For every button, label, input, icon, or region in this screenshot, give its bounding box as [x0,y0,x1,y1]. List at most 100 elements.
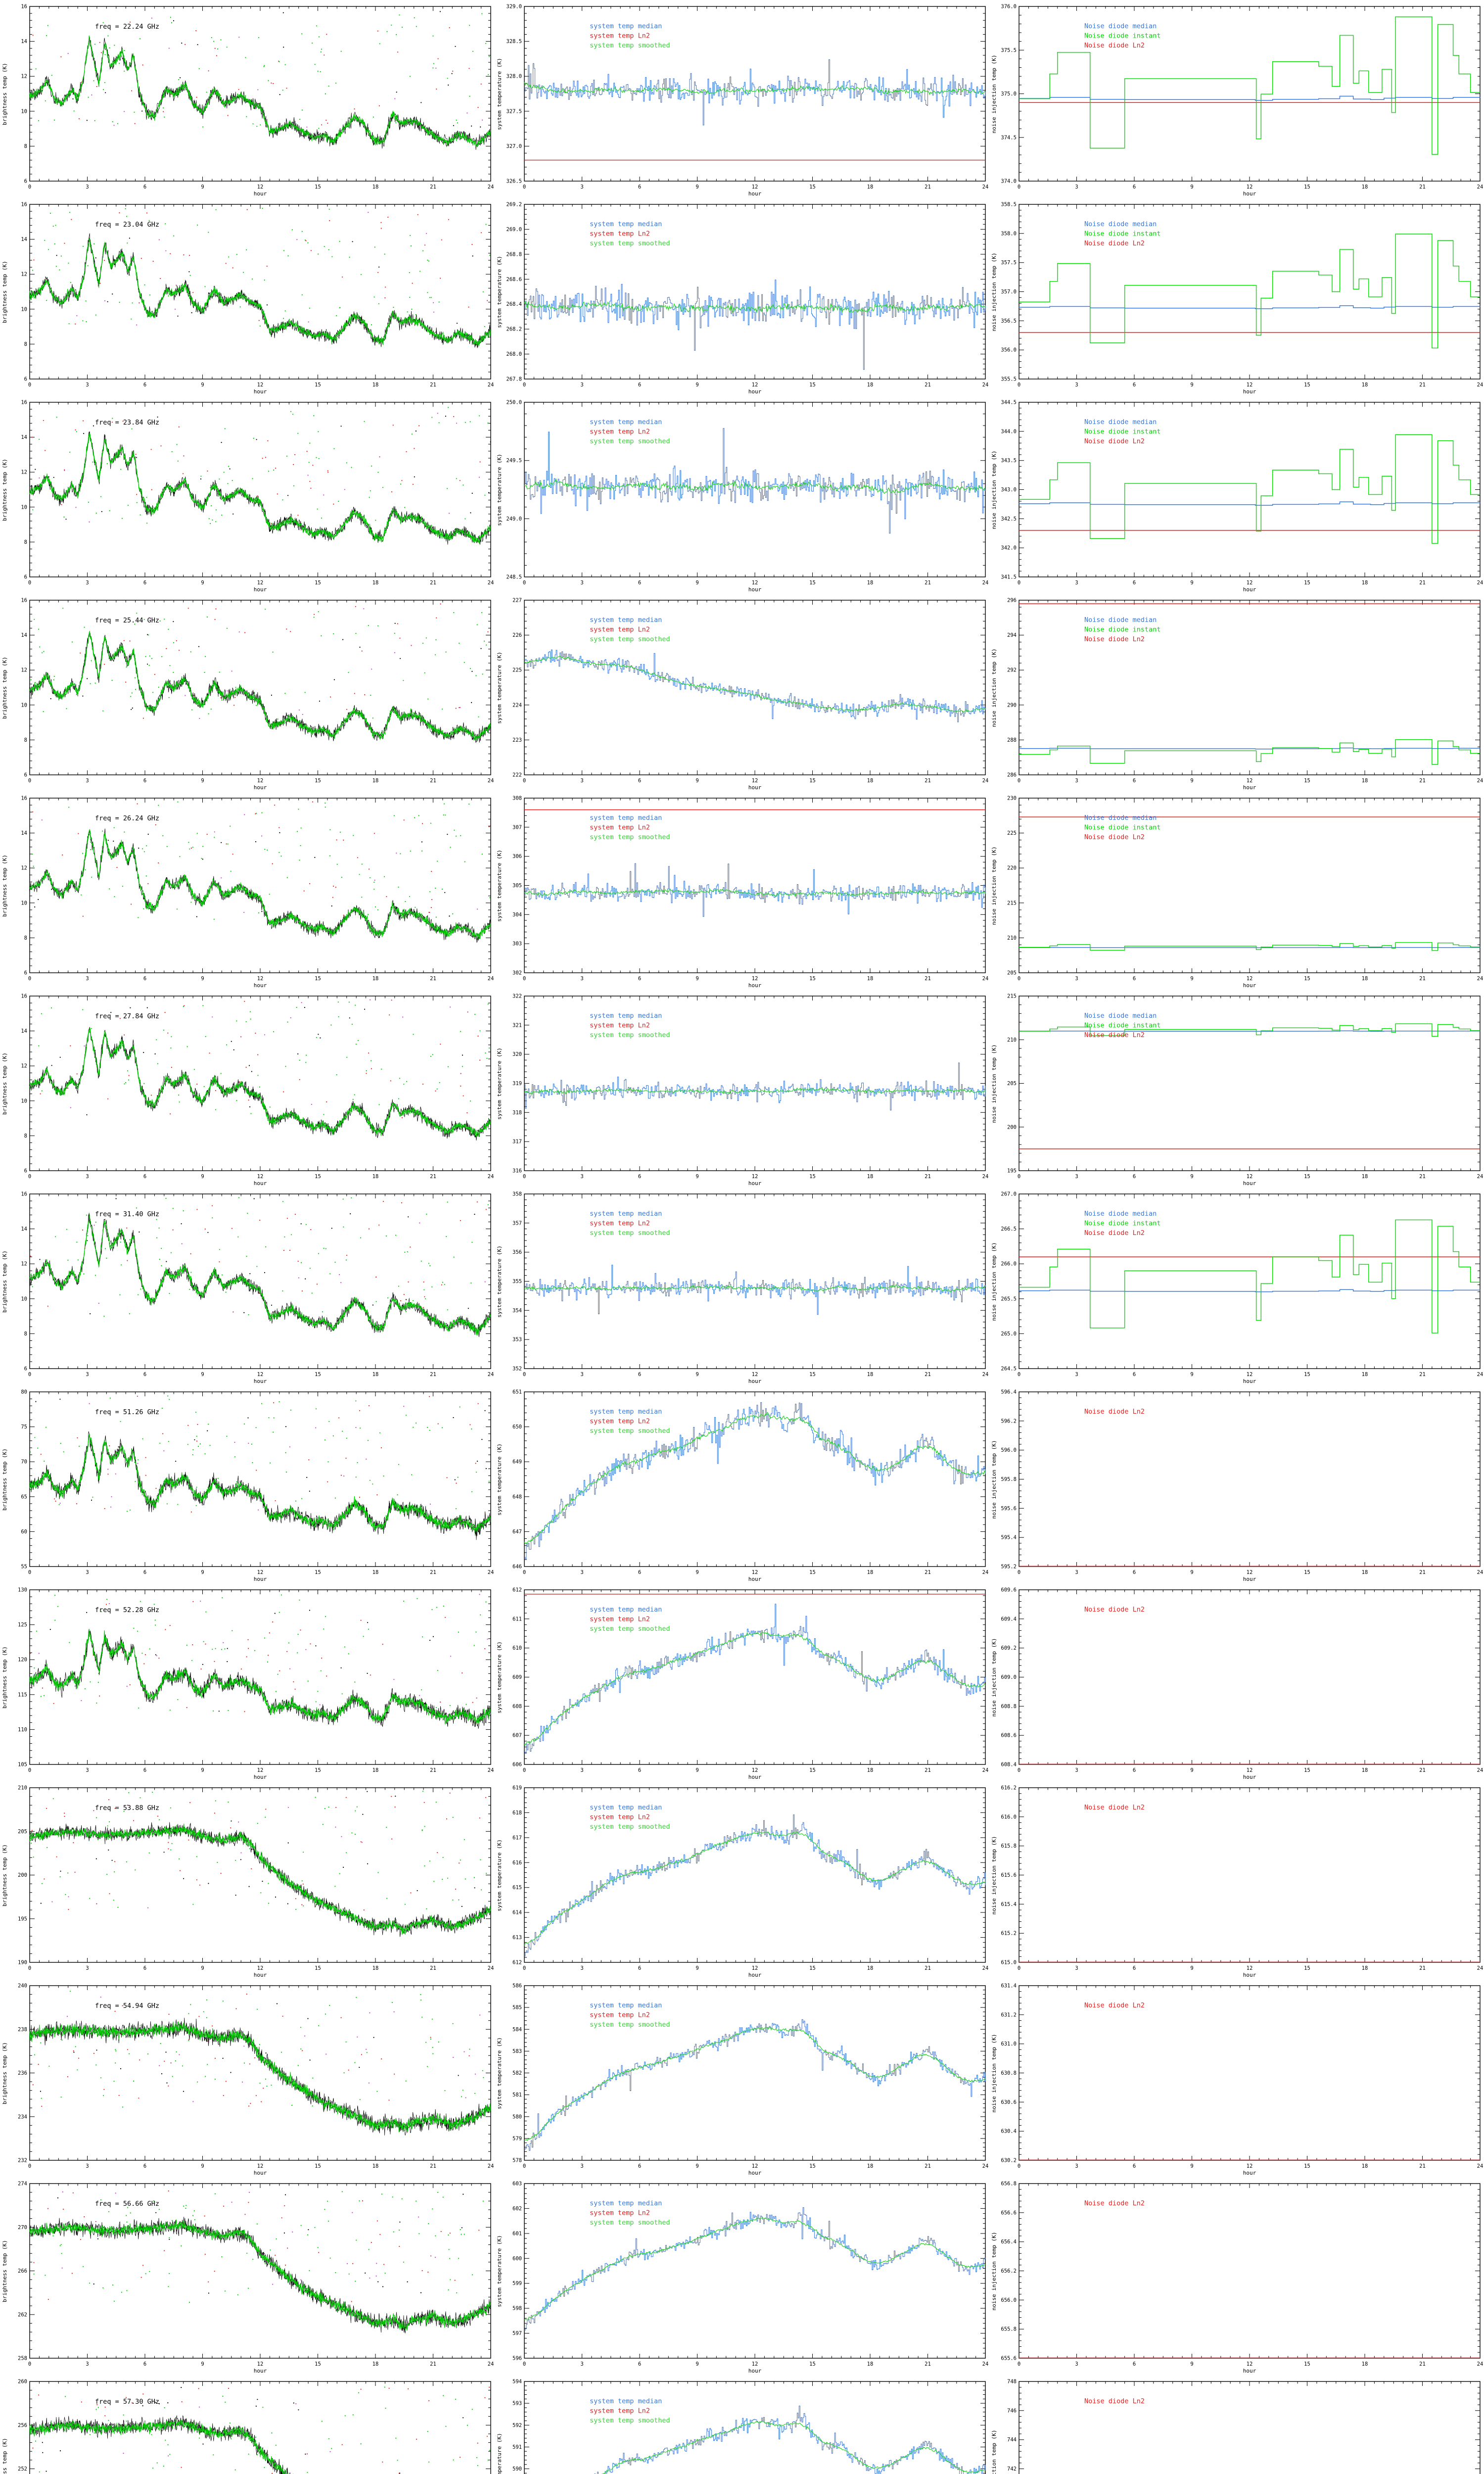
x-tick-label: 21 [1419,2361,1426,2367]
x-tick-label: 15 [1304,184,1310,190]
x-tick-label: 15 [1304,580,1310,586]
brightness-temp-panel-svg: 03691215182124244248252256260hourbrightn… [0,2375,495,2474]
x-tick-label: 6 [638,1767,641,1773]
y-tick-label: 597 [512,2331,522,2336]
x-tick-label: 18 [372,1965,379,1971]
noise-diode-panel-svg: 0 3 6 9 12 15 18 21 24 630.2 630.4 630.6 630.8 631.0 6… [989,1979,1484,2177]
y-tick-label: 296 [1007,598,1017,604]
brightness-temp-panel: 0 3 6 9 12 15 18 21 24 6 8 10 12 14 16 hour brightness t… [0,792,495,990]
y-tick-label: 317 [512,1139,522,1145]
x-tick-label: 9 [696,184,698,190]
freq-label: freq = 25.44 GHz [95,617,159,624]
y-tick-label: 268.8 [506,251,522,257]
y-tick-label: 646 [512,1564,522,1570]
x-tick-label: 0 [523,1372,526,1378]
x-tick-label: 0 [1018,580,1020,586]
y-tick-label: 608 [512,1704,522,1710]
x-tick-label: 3 [86,382,89,388]
y-tick-label: 12 [21,470,27,476]
y-tick-label: 609.2 [1001,1645,1017,1651]
x-tick-label: 9 [696,1965,698,1971]
x-tick-label: 15 [315,184,321,190]
y-tick-label: 619 [512,1785,522,1791]
brightness-temp-panel: 0 3 6 9 12 15 18 21 24 6 8 10 12 14 16 hour brightness t… [0,990,495,1188]
x-tick-label: 18 [372,1174,379,1180]
x-tick-label: 12 [1247,382,1253,388]
y-tick-label: 12 [21,272,27,278]
legend-entry: Noise diode median [1084,418,1157,426]
x-tick-label: 0 [28,778,31,784]
y-axis-label: noise injection temp (K) [991,2034,997,2113]
y-tick-label: 265.0 [1001,1331,1017,1337]
x-tick-label: 12 [752,778,758,784]
x-tick-label: 18 [867,1767,874,1773]
x-tick-label: 0 [1018,976,1020,982]
y-tick-label: 608.6 [1001,1733,1017,1739]
y-tick-label: 10 [21,900,27,906]
x-tick-label: 24 [982,184,989,190]
legend-entry: Noise diode median [1084,22,1157,30]
x-tick-label: 21 [1419,1372,1426,1378]
y-tick-label: 375.0 [1001,91,1017,97]
x-tick-label: 6 [638,1174,641,1180]
noise-diode-panel: 0 3 6 9 12 15 18 21 24 615.0 615.2 615.4 615.6 615.8 6… [989,1781,1484,1979]
noise-diode-panel: 0 3 6 9 12 15 18 21 24 608.4 608.6 608.8 609.0 609.2 6… [989,1583,1484,1781]
y-tick-label: 304 [512,912,522,918]
x-tick-label: 15 [1304,1570,1310,1575]
x-tick-label: 3 [86,2163,89,2169]
x-tick-label: 15 [809,382,816,388]
y-tick-label: 582 [512,2070,522,2076]
brightness-temp-panel: 0 3 6 9 12 15 18 21 24 6 8 10 12 14 16 hour brightness t… [0,198,495,396]
x-tick-label: 12 [1247,1372,1253,1378]
x-tick-label: 24 [488,2163,494,2169]
noise-diode-panel: 0 3 6 9 12 15 18 21 24 195 200 205 210 215 hour noise i… [989,990,1484,1188]
x-tick-label: 18 [867,2361,874,2367]
system-temp-panel: 0 3 6 9 12 15 18 21 24 578 579 580 581 582 583 584 585 58… [495,1979,989,2177]
y-tick-label: 584 [512,2027,522,2033]
x-tick-label: 21 [925,580,931,586]
x-tick-label: 9 [1190,1372,1193,1378]
y-tick-label: 615.2 [1001,1931,1017,1937]
y-axis-label: noise injection temp (K) [991,55,997,134]
brightness-trace-green [29,828,491,939]
x-tick-label: 9 [696,1372,698,1378]
x-tick-label: 12 [257,1767,264,1773]
x-tick-label: 9 [1190,2163,1193,2169]
y-tick-label: 595.6 [1001,1506,1017,1512]
freq-label: freq = 31.40 GHz [95,1210,159,1218]
y-tick-label: 250.0 [506,400,522,406]
x-tick-label: 9 [201,1965,204,1971]
x-tick-label: 12 [257,778,264,784]
brightness-temp-panel-svg: 0 3 6 9 12 15 18 21 24 6 8 10 12 14 16 hour brightness t… [0,1188,495,1385]
legend-entry: Noise diode instant [1084,230,1160,238]
y-axis-label: system temperature (K) [496,2433,503,2474]
x-tick-label: 12 [752,1372,758,1378]
y-tick-label: 630.2 [1001,2158,1017,2164]
x-tick-label: 24 [488,2361,494,2367]
y-tick-label: 655.8 [1001,2327,1017,2332]
y-tick-label: 265.5 [1001,1296,1017,1302]
x-tick-label: 18 [372,184,379,190]
freq-label: freq = 23.84 GHz [95,419,159,427]
legend-entry: system temp Ln2 [590,626,650,634]
x-tick-label: 9 [1190,1174,1193,1180]
y-tick-label: 608.4 [1001,1762,1017,1768]
x-axis-label: hour [748,2368,762,2374]
y-tick-label: 599 [512,2281,522,2286]
y-axis-label: system temperature (K) [496,2037,503,2109]
legend-entry: Noise diode Ln2 [1084,2001,1145,2009]
y-axis-label: brightness temp (K) [1,1844,8,1906]
y-tick-label: 10 [21,306,27,312]
x-tick-label: 18 [1362,2163,1368,2169]
x-tick-label: 24 [1477,1174,1484,1180]
x-tick-label: 9 [201,778,204,784]
y-tick-label: 353 [512,1337,522,1343]
x-tick-label: 24 [488,1965,494,1971]
x-tick-label: 0 [28,976,31,982]
diode-instant-steps [1019,942,1480,951]
y-tick-label: 617 [512,1835,522,1841]
x-tick-label: 6 [1133,1570,1136,1575]
y-tick-label: 318 [512,1110,522,1116]
y-axis-label: system temperature (K) [496,1641,503,1713]
noise-diode-panel: 0 3 6 9 12 15 18 21 24 264.5 265.0 265.5 266.0 266.5 2… [989,1188,1484,1385]
